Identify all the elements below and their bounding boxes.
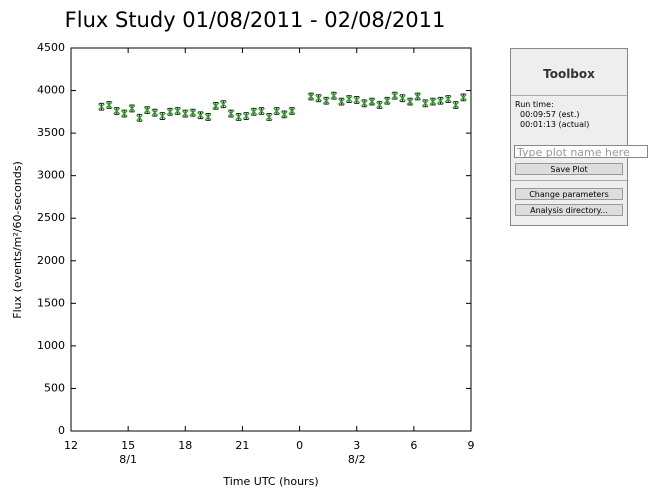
data-point (189, 109, 197, 117)
x-tick-label: 18 (178, 439, 192, 452)
run-time-actual: 00:01:13 (actual) (520, 120, 590, 129)
chart: Flux Study 01/08/2011 - 02/08/2011 Time … (11, 8, 475, 488)
data-point (120, 110, 128, 117)
data-point (235, 113, 243, 121)
chart-title: Flux Study 01/08/2011 - 02/08/2011 (65, 8, 446, 32)
y-tick-label: 4500 (37, 41, 65, 54)
analysis-directory-button[interactable]: Analysis directory... (515, 204, 623, 216)
data-point (288, 107, 296, 115)
data-point (181, 110, 189, 117)
x-tick-label: 6 (410, 439, 417, 452)
data-point (376, 101, 384, 109)
data-point (242, 112, 250, 120)
data-point (204, 113, 212, 121)
x-tick-label: 12 (64, 439, 78, 452)
toolbox: Toolbox Run time: 00:09:57 (est.) 00:01:… (510, 48, 648, 226)
data-point (273, 107, 281, 115)
data-point (444, 95, 452, 103)
data-point (429, 98, 437, 106)
y-tick-label: 3000 (37, 169, 65, 182)
y-tick-label: 0 (58, 424, 65, 437)
y-tick-label: 4000 (37, 84, 65, 97)
x-tick-label: 15 (121, 439, 135, 452)
data-point (322, 97, 330, 105)
x-tick-label: 9 (468, 439, 475, 452)
data-point (113, 107, 121, 115)
data-point (345, 95, 353, 103)
separator (511, 180, 627, 181)
data-point (437, 97, 444, 105)
x-date-label: 8/1 (119, 453, 137, 466)
run-time-est: 00:09:57 (est.) (520, 110, 580, 119)
data-point (353, 96, 361, 104)
data-point (250, 108, 258, 116)
run-time-label: Run time: (515, 100, 554, 109)
y-axis-label: Flux (events/m²/60-seconds) (11, 161, 24, 318)
data-point (98, 103, 105, 111)
x-axis-label: Time UTC (hours) (222, 475, 318, 488)
plot-name-input[interactable]: Type plot name here (514, 145, 648, 158)
y-tick-label: 2000 (37, 254, 65, 267)
data-point (368, 98, 376, 106)
data-point (421, 99, 429, 107)
data-point (391, 92, 399, 100)
data-point (315, 94, 323, 102)
data-point (174, 107, 182, 115)
data-point (212, 102, 220, 110)
data-point (383, 97, 391, 105)
data-point (143, 106, 151, 114)
data-point (136, 114, 144, 122)
data-point (219, 100, 227, 108)
data-point (151, 109, 159, 117)
y-tick-label: 1500 (37, 296, 65, 309)
data-point (414, 93, 422, 100)
y-tick-label: 1000 (37, 339, 65, 352)
plot-frame (70, 47, 472, 432)
data-point (105, 101, 113, 109)
data-point (360, 99, 368, 107)
data-point (338, 98, 345, 106)
data-point (459, 93, 467, 101)
y-tick-label: 2500 (37, 211, 65, 224)
data-point (406, 98, 414, 106)
data-point (398, 94, 406, 102)
data-point (197, 111, 204, 119)
x-tick-label: 21 (235, 439, 249, 452)
change-parameters-button[interactable]: Change parameters (515, 188, 623, 200)
data-point (265, 113, 273, 121)
data-point (128, 104, 136, 112)
x-date-label: 8/2 (348, 453, 366, 466)
x-tick-label: 0 (296, 439, 303, 452)
data-point (307, 93, 315, 100)
save-plot-button[interactable]: Save Plot (515, 163, 623, 175)
data-point (158, 112, 166, 120)
data-point (227, 110, 235, 117)
y-tick-label: 500 (44, 381, 65, 394)
toolbox-title: Toolbox (511, 49, 627, 96)
x-tick-label: 3 (353, 439, 360, 452)
data-point (330, 92, 338, 100)
data-point (258, 107, 265, 115)
y-tick-label: 3500 (37, 126, 65, 139)
data-point (280, 110, 288, 118)
data-point (452, 101, 460, 109)
data-point (166, 108, 174, 116)
